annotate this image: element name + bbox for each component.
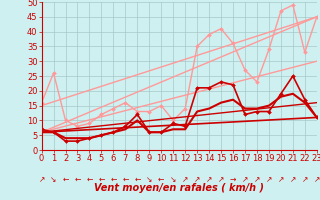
Text: ↗: ↗ [278,175,284,184]
Text: ↗: ↗ [314,175,320,184]
Text: ↗: ↗ [38,175,45,184]
Text: ↘: ↘ [170,175,176,184]
Text: ↗: ↗ [290,175,296,184]
Text: ←: ← [98,175,105,184]
Text: ↗: ↗ [206,175,212,184]
Text: ↗: ↗ [194,175,200,184]
Text: ↘: ↘ [146,175,152,184]
Text: ←: ← [86,175,93,184]
Text: ↗: ↗ [254,175,260,184]
Text: ←: ← [122,175,129,184]
Text: ←: ← [158,175,164,184]
Text: ←: ← [110,175,116,184]
Text: ↗: ↗ [242,175,248,184]
Text: →: → [230,175,236,184]
Text: ↗: ↗ [218,175,224,184]
Text: ←: ← [62,175,69,184]
Text: ↗: ↗ [182,175,188,184]
Text: ↘: ↘ [50,175,57,184]
Text: ←: ← [134,175,140,184]
Text: ←: ← [74,175,81,184]
Text: ↗: ↗ [266,175,272,184]
Text: ↗: ↗ [302,175,308,184]
X-axis label: Vent moyen/en rafales ( km/h ): Vent moyen/en rafales ( km/h ) [94,183,264,193]
